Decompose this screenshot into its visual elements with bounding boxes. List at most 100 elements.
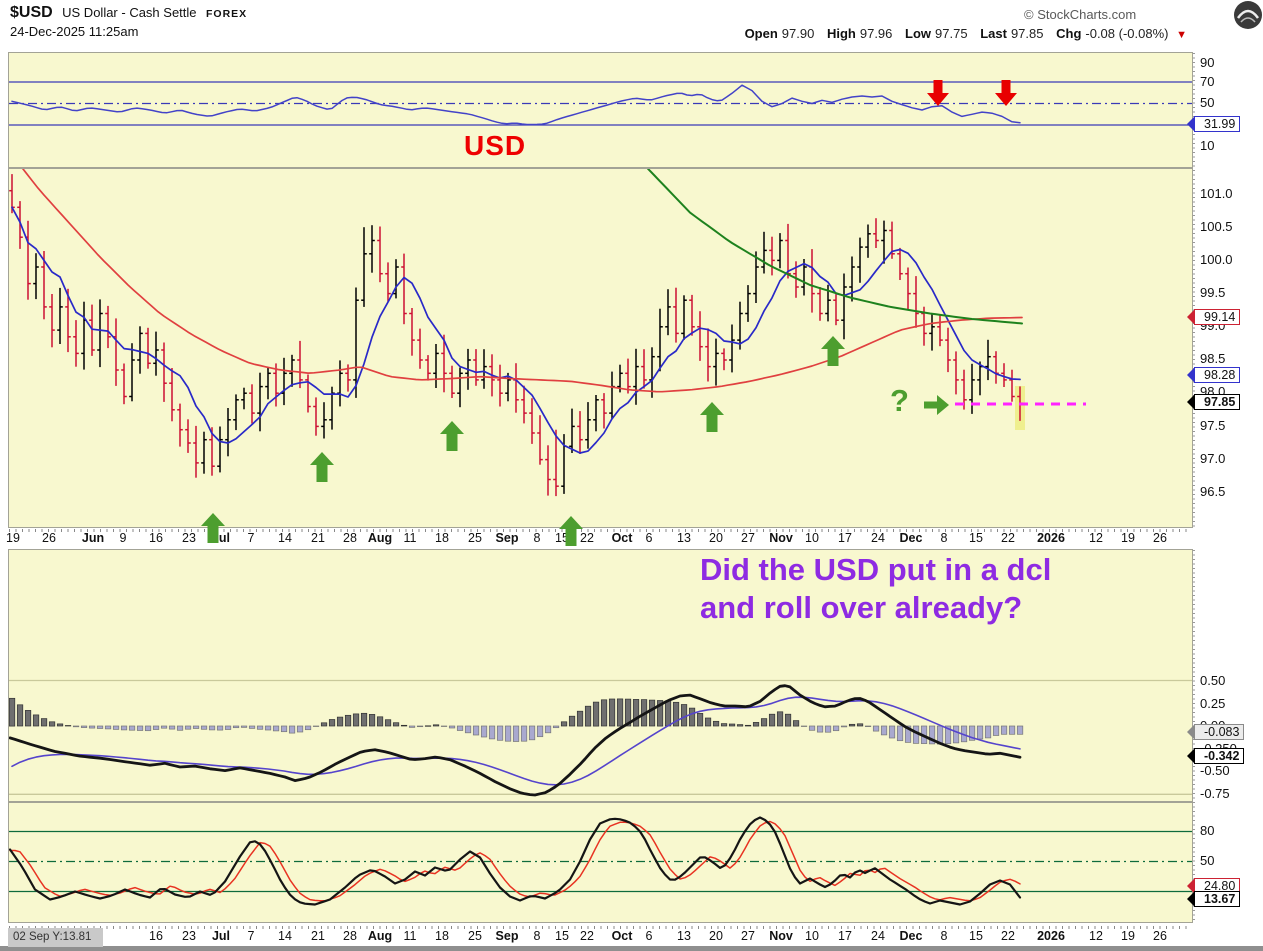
x-axis-tickmarks-bottom (9, 926, 1192, 929)
open-value: 97.90 (781, 26, 815, 41)
y-axis-label: 50 (1200, 853, 1215, 868)
y-axis-label: 100.5 (1200, 219, 1233, 234)
usd-annotation: USD (464, 130, 527, 161)
x-tick-label: 6 (645, 929, 653, 943)
x-tick-label: 18 (435, 929, 449, 943)
chg-label: Chg (1056, 26, 1082, 41)
x-tick-label: Oct (611, 531, 633, 545)
x-tick-label: 24 (871, 531, 885, 545)
last-label: Last (980, 26, 1007, 41)
x-tick-label: 2026 (1037, 531, 1065, 545)
x-tick-label: 13 (677, 531, 691, 545)
x-tick-label: 22 (1001, 531, 1015, 545)
y-axis-label: 97.5 (1200, 418, 1226, 433)
x-tick-label: 8 (533, 531, 541, 545)
x-tick-label: 27 (741, 929, 755, 943)
value-tag: -0.083 (1194, 724, 1245, 740)
quote-bar: Open 97.90 High 97.96 Low 97.75 Last 97.85 C… (745, 26, 1187, 41)
x-tick-label: 18 (435, 531, 449, 545)
x-tick-label: 2026 (1037, 929, 1065, 943)
x-tick-label: 19 (1121, 531, 1135, 545)
y-axis-tickmarks-upper (1193, 53, 1195, 528)
last-value: 97.85 (1010, 26, 1044, 41)
value-tag: 31.99 (1194, 116, 1241, 132)
x-tick-label: 15 (969, 531, 983, 545)
x-tick-label: Jul (211, 929, 231, 943)
x-tick-label: 15 (555, 929, 569, 943)
y-axis-label: 90 (1200, 55, 1215, 70)
x-tick-label: 7 (247, 929, 255, 943)
high-value: 97.96 (859, 26, 893, 41)
value-tag: 13.67 (1194, 891, 1241, 907)
purple-annotation-line1: Did the USD put in a dcl (700, 552, 1052, 587)
price-panel (8, 168, 1193, 528)
x-tick-label: 25 (468, 531, 482, 545)
y-axis-label: 50 (1200, 95, 1215, 110)
stockcharts-credit[interactable]: © StockCharts.com (1024, 7, 1137, 22)
x-tick-label: Aug (367, 531, 393, 545)
x-tick-label: Sep (495, 531, 519, 545)
x-tick-label: Dec (899, 531, 923, 545)
open-label: Open (744, 26, 778, 41)
symbol-description: US Dollar - Cash Settle (62, 5, 197, 20)
x-tick-label: 23 (182, 531, 196, 545)
x-tick-label: 12 (1089, 531, 1103, 545)
x-tick-label: 22 (1001, 929, 1015, 943)
value-tag: 99.14 (1194, 309, 1241, 325)
x-tick-label: 23 (182, 929, 196, 943)
x-tick-label: 10 (805, 929, 819, 943)
y-axis-label: 98.5 (1200, 351, 1226, 366)
x-tick-label: 27 (741, 531, 755, 545)
chart-title: $USD US Dollar - Cash Settle FOREX (10, 4, 247, 22)
chart-timestamp: 24-Dec-2025 11:25am (10, 24, 139, 39)
x-tick-label: 7 (247, 531, 255, 545)
x-tick-label: 28 (343, 929, 357, 943)
value-tag: 98.28 (1194, 367, 1241, 383)
stockcharts-logo-icon[interactable] (1222, 0, 1262, 39)
x-tick-label: 22 (580, 531, 594, 545)
x-tick-label: 8 (533, 929, 541, 943)
x-tick-label: 8 (940, 929, 948, 943)
x-tick-label: 26 (42, 531, 56, 545)
purple-annotation-line2: and roll over already? (700, 590, 1023, 625)
y-axis-label: 96.5 (1200, 484, 1226, 499)
y-axis-label: 10 (1200, 138, 1215, 153)
exchange-label: FOREX (205, 8, 248, 20)
low-label: Low (905, 26, 932, 41)
x-tick-label: 15 (555, 531, 569, 545)
crosshair-readout: 02 Sep Y:13.81 (8, 928, 103, 947)
x-tick-label: Sep (495, 929, 519, 943)
y-axis-label: 0.25 (1200, 696, 1226, 711)
x-tick-label: 8 (940, 531, 948, 545)
x-tick-label: Aug (367, 929, 393, 943)
x-tick-label: 20 (709, 929, 723, 943)
x-tick-label: Jun (81, 531, 105, 545)
x-tick-label: 14 (278, 929, 292, 943)
chg-value: -0.08 (-0.08%) (1085, 26, 1169, 41)
y-axis-label: 101.0 (1200, 186, 1233, 201)
x-axis-main: 19 26 Jun 9 16 23 Jul 7 14 21 28 Aug 11 18 25 Sep 8 15 22 O… (0, 531, 1263, 549)
y-axis-label: 80 (1200, 823, 1215, 838)
x-tick-label: Oct (611, 929, 633, 943)
y-axis-label: 0.50 (1200, 673, 1226, 688)
low-value: 97.75 (935, 26, 968, 41)
bottom-scrollbar[interactable] (0, 946, 1263, 951)
x-tick-label: 11 (403, 929, 417, 943)
x-tick-label: 17 (838, 531, 852, 545)
x-tick-label: 9 (119, 531, 127, 545)
x-tick-label: 6 (645, 531, 653, 545)
x-axis-bottom: 16 23 Jul 7 14 21 28 Aug 11 18 25 Sep 8 15 22 Oct 6 13 20 2… (0, 929, 1263, 947)
x-tick-label: 21 (311, 929, 325, 943)
x-tick-label: 19 (1121, 929, 1135, 943)
x-tick-label: 25 (468, 929, 482, 943)
x-tick-label: 28 (343, 531, 357, 545)
x-tick-label: 26 (1153, 531, 1167, 545)
x-tick-label: Jul (211, 531, 231, 545)
value-tag: 24.80 (1194, 878, 1241, 894)
stoch-panel (8, 802, 1193, 923)
x-tick-label: 22 (580, 929, 594, 943)
symbol: $USD (10, 4, 53, 21)
rsi-panel (8, 52, 1193, 168)
high-label: High (826, 26, 856, 41)
